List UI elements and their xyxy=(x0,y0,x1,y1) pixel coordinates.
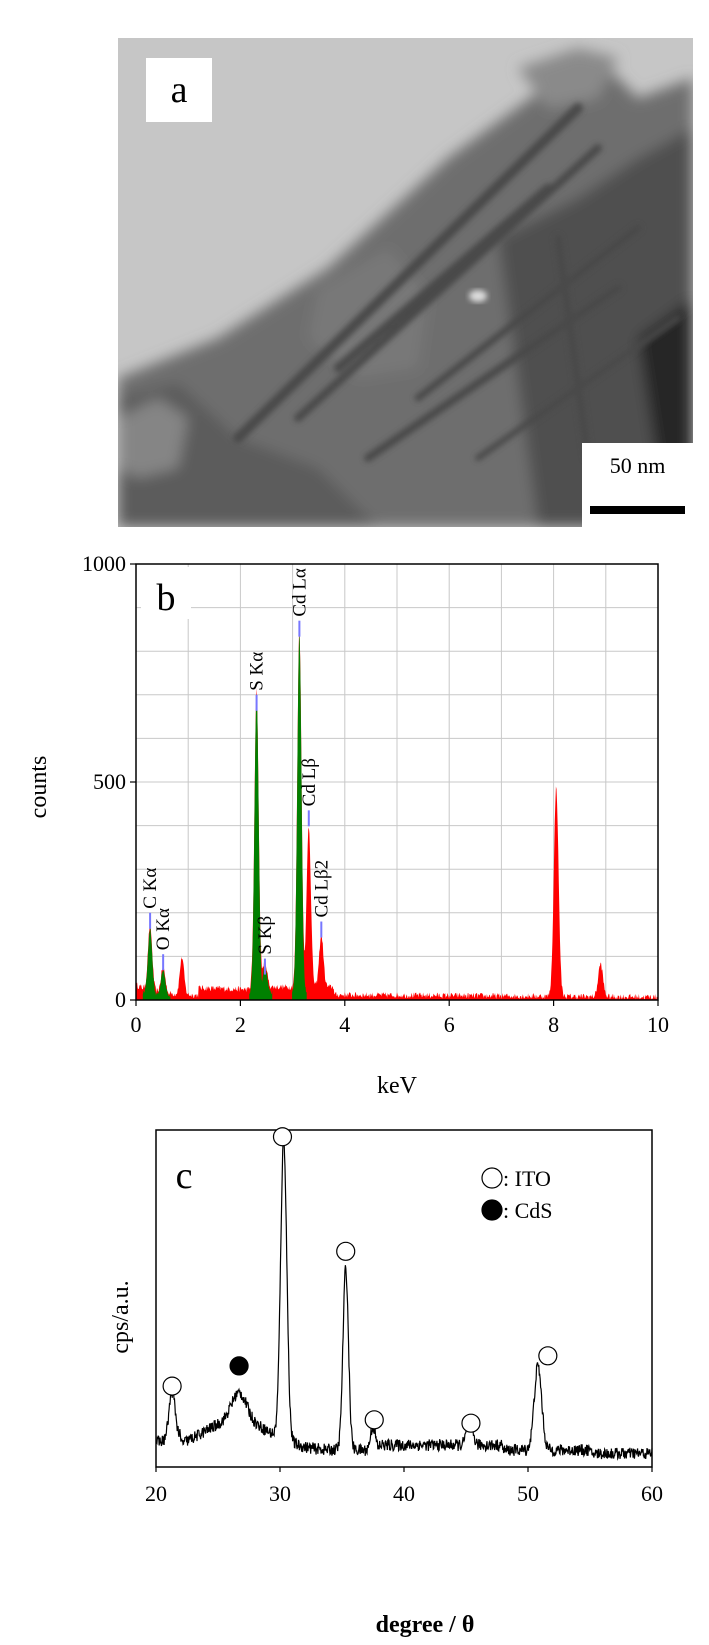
legend-label: : ITO xyxy=(503,1166,551,1191)
scale-bar-label: 50 nm xyxy=(609,453,666,478)
ito-marker xyxy=(461,1413,481,1433)
panel-b-letter: b xyxy=(157,577,176,619)
edx-element-peaks xyxy=(142,634,307,1000)
edx-element-peak xyxy=(257,964,273,1000)
xrd-x-axis-label: degree / θ xyxy=(376,1612,475,1638)
scale-bar-box: 50 nm xyxy=(582,443,693,527)
edx-x-tick-label: 8 xyxy=(548,1012,559,1037)
ito-marker xyxy=(538,1346,558,1366)
xrd-x-tick-label: 50 xyxy=(517,1481,539,1506)
xrd-pattern-chart: 20 30 40 50 60 : ITO : CdS c degree / θ cps/a… xyxy=(108,1127,663,1638)
xrd-x-tick-label: 20 xyxy=(145,1481,167,1506)
edx-peak-label: Cd Lβ xyxy=(299,758,320,806)
edx-y-ticks: 0 500 1000 xyxy=(82,551,136,1012)
ito-marker xyxy=(272,1127,293,1147)
ito-marker xyxy=(162,1376,182,1396)
edx-grid xyxy=(135,563,659,1001)
xrd-x-ticks: 20 30 40 50 60 xyxy=(145,1467,663,1506)
cds-marker xyxy=(229,1356,249,1376)
edx-peak-label: C Kα xyxy=(140,868,161,909)
edx-y-tick-label: 500 xyxy=(93,769,126,794)
xrd-peak-markers xyxy=(162,1127,558,1433)
panel-b-letter-bg xyxy=(141,567,191,619)
panel-c-letter: c xyxy=(176,1155,193,1197)
edx-spectrum-chart: 0 2 4 6 8 10 0 500 1000 C KαO Kα S Kα S Kβ Cd Lα Cd… xyxy=(26,551,669,1099)
scale-bar xyxy=(590,506,685,514)
edx-x-tick-label: 10 xyxy=(647,1012,669,1037)
legend-ito-marker xyxy=(481,1167,503,1189)
edx-y-axis-label: counts xyxy=(26,756,52,819)
edx-element-peak xyxy=(249,693,264,1000)
edx-x-axis-label: keV xyxy=(377,1073,418,1099)
edx-peak-markers xyxy=(149,620,323,975)
edx-y-tick-label: 1000 xyxy=(82,551,126,576)
xrd-x-tick-label: 60 xyxy=(641,1481,663,1506)
edx-peak-label: S Kα xyxy=(247,652,268,691)
edx-x-ticks: 0 2 4 6 8 10 xyxy=(131,1000,669,1037)
legend-label: : CdS xyxy=(503,1198,553,1223)
edx-element-peak xyxy=(142,928,158,1000)
panel-a-letter: a xyxy=(146,58,212,122)
tem-image xyxy=(118,38,693,527)
tem-micrograph: a 50 nm xyxy=(118,38,693,527)
xrd-x-tick-label: 40 xyxy=(393,1481,415,1506)
ito-marker xyxy=(364,1410,384,1430)
xrd-y-axis-label: cps/a.u. xyxy=(108,1280,134,1353)
edx-x-tick-label: 4 xyxy=(339,1012,350,1037)
edx-element-peak xyxy=(155,969,171,1000)
xrd-legend: : ITO : CdS xyxy=(481,1166,553,1223)
edx-peak-label: O Kα xyxy=(153,908,174,950)
edx-element-peak xyxy=(292,634,307,1000)
edx-x-tick-label: 0 xyxy=(131,1012,142,1037)
edx-y-tick-label: 0 xyxy=(115,987,126,1012)
edx-x-tick-label: 6 xyxy=(444,1012,455,1037)
xrd-pattern-line xyxy=(155,1139,653,1461)
edx-peak-label: S Kβ xyxy=(255,916,276,955)
xrd-plot-frame xyxy=(155,1129,653,1468)
edx-peak-label: Cd Lα xyxy=(289,568,310,617)
edx-x-tick-label: 2 xyxy=(235,1012,246,1037)
xrd-x-tick-label: 30 xyxy=(269,1481,291,1506)
edx-peak-label: Cd Lβ2 xyxy=(311,860,332,918)
ito-marker xyxy=(336,1241,356,1261)
edx-annotations: C KαO Kα S Kα S Kβ Cd Lα Cd Lβ Cd Lβ2 xyxy=(140,568,332,954)
legend-cds-marker xyxy=(481,1199,503,1221)
